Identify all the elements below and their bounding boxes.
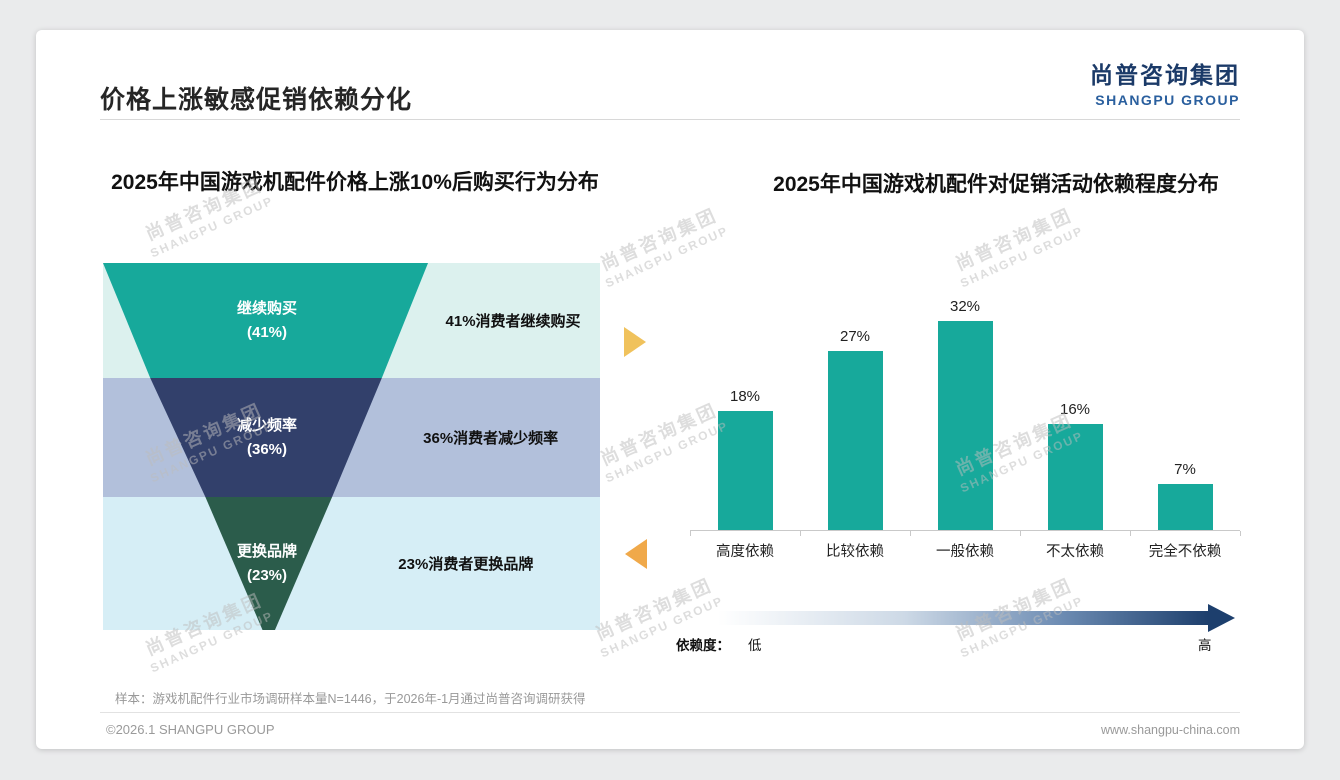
funnel-chart: 继续购买 (41%) 41%消费者继续购买减少频率 (36%) 36%消费者减少频率更换… bbox=[103, 263, 600, 630]
arrow-left-icon bbox=[625, 539, 647, 569]
watermark-text-en: SHANGPU GROUP bbox=[148, 193, 276, 261]
bar-slot: 27% bbox=[800, 298, 910, 530]
footer-copyright: ©2026.1 SHANGPU GROUP bbox=[106, 722, 275, 737]
dependence-high-label: 高 bbox=[1198, 638, 1212, 653]
watermark-text-en: SHANGPU GROUP bbox=[958, 223, 1086, 291]
bar-category-label: 不太依赖 bbox=[1046, 544, 1104, 560]
bar-category-label: 高度依赖 bbox=[716, 544, 774, 560]
bar-category-label: 完全不依赖 bbox=[1148, 544, 1222, 560]
bar-chart-categories: 高度依赖 比较依赖 一般依赖 不太依赖 完全不依赖 bbox=[690, 540, 1240, 561]
axis-tick bbox=[910, 531, 911, 536]
funnel-row: 继续购买 (41%) 41%消费者继续购买 bbox=[103, 263, 600, 378]
funnel-segment-label: 继续购买 (41%) bbox=[103, 263, 431, 378]
bar-category-label: 一般依赖 bbox=[936, 544, 994, 560]
funnel-row: 减少频率 (36%) 36%消费者减少频率 bbox=[103, 378, 600, 497]
bar bbox=[827, 351, 883, 530]
bar-value-label: 16% bbox=[1059, 400, 1091, 418]
funnel-row: 更换品牌 (23%) 23%消费者更换品牌 bbox=[103, 497, 600, 630]
watermark-text-cn: 尚普咨询集团 bbox=[952, 204, 1076, 275]
watermark-text-en: SHANGPU GROUP bbox=[603, 223, 731, 291]
funnel-segment-name: 减少频率 bbox=[237, 417, 298, 435]
funnel-desc-label: 23%消费者更换品牌 bbox=[398, 556, 534, 573]
bar bbox=[717, 410, 773, 530]
bar bbox=[1047, 423, 1103, 530]
axis-tick bbox=[690, 531, 691, 536]
funnel-desc-label: 36%消费者减少频率 bbox=[423, 430, 559, 447]
logo-text-en: SHANGPU GROUP bbox=[1095, 92, 1240, 108]
axis-tick bbox=[1240, 531, 1241, 536]
bar bbox=[937, 321, 993, 530]
axis-tick bbox=[1020, 531, 1021, 536]
dependence-axis: 依赖度： 低 高 bbox=[676, 634, 1246, 653]
gradient-arrowhead-icon bbox=[1208, 604, 1235, 632]
funnel-segment-value: (23%) bbox=[247, 566, 288, 584]
funnel-segment-name: 更换品牌 bbox=[237, 543, 298, 561]
watermark-text-cn: 尚普咨询集团 bbox=[597, 204, 721, 275]
watermark: 尚普咨询集团 SHANGPU GROUP bbox=[948, 200, 1086, 291]
bar-value-label: 27% bbox=[839, 328, 871, 346]
logo-text-cn: 尚普咨询集团 bbox=[1090, 62, 1240, 88]
logo: 尚普咨询集团 SHANGPU GROUP bbox=[1090, 56, 1240, 108]
bar-category-label: 比较依赖 bbox=[826, 544, 884, 560]
bar-value-label: 32% bbox=[949, 298, 981, 315]
funnel-segment-label: 减少频率 (36%) bbox=[103, 378, 431, 497]
axis-tick bbox=[800, 531, 801, 536]
funnel-segment-name: 继续购买 bbox=[237, 300, 298, 318]
bar-slot: 32% bbox=[910, 298, 1020, 530]
bar-slot: 7% bbox=[1130, 298, 1240, 530]
arrow-right-icon bbox=[624, 327, 646, 357]
page-title: 价格上涨敏感促销依赖分化 bbox=[100, 86, 413, 114]
sample-note: 样本：游戏机配件行业市场调研样本量N=1446，于2026年-1月通过尚普咨询调… bbox=[115, 692, 586, 706]
dependence-axis-title: 依赖度： bbox=[676, 638, 730, 653]
bar-chart-plot: 18% 27% 32% 16% 7% bbox=[690, 298, 1241, 536]
funnel-desc-label: 41%消费者继续购买 bbox=[445, 313, 581, 330]
funnel-segment-label: 更换品牌 (23%) bbox=[103, 497, 431, 630]
footer-website: www.shangpu-china.com bbox=[1101, 723, 1240, 737]
bar bbox=[1157, 483, 1213, 530]
bar-slot: 16% bbox=[1020, 298, 1130, 530]
watermark: 尚普咨询集团 SHANGPU GROUP bbox=[593, 200, 731, 291]
bar-slot: 18% bbox=[690, 298, 800, 530]
bar-chart-title: 2025年中国游戏机配件对促销活动依赖程度分布 bbox=[773, 173, 1219, 196]
funnel-segment-value: (41%) bbox=[247, 323, 288, 341]
bar-value-label: 7% bbox=[1174, 460, 1196, 478]
dependence-gradient-arrow bbox=[718, 604, 1238, 632]
bar-value-label: 18% bbox=[729, 387, 761, 405]
footer-divider bbox=[100, 712, 1240, 713]
funnel-segment-value: (36%) bbox=[247, 440, 288, 458]
dependence-low-label: 低 bbox=[748, 638, 762, 653]
funnel-chart-title: 2025年中国游戏机配件价格上涨10%后购买行为分布 bbox=[111, 171, 599, 194]
funnel-segment bbox=[103, 263, 429, 378]
slide-card: 尚普咨询集团 SHANGPU GROUP 尚普咨询集团 SHANGPU GROUP 尚普… bbox=[36, 30, 1304, 749]
axis-tick bbox=[1130, 531, 1131, 536]
title-divider bbox=[100, 119, 1240, 120]
gradient-bar bbox=[718, 611, 1208, 625]
